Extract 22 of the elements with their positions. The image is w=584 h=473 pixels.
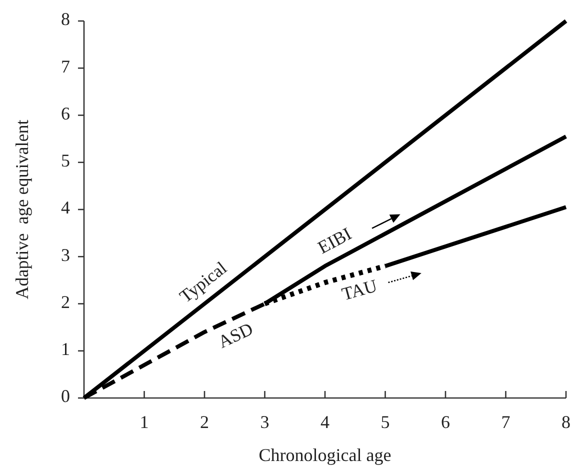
y-tick-label: 1 — [61, 339, 70, 359]
text: EIBI — [314, 223, 355, 258]
x-tick-label: 7 — [501, 412, 510, 432]
y-tick-label: 4 — [61, 198, 70, 218]
y-tick-label: 3 — [61, 244, 70, 265]
x-tick-label: 1 — [140, 412, 149, 432]
x-tick-label: 4 — [320, 412, 330, 432]
y-tick-label: 5 — [61, 150, 70, 170]
legend-label: TAU — [340, 276, 380, 304]
y-tick-label: 6 — [61, 103, 70, 124]
y-tick-label: 8 — [61, 9, 70, 30]
x-tick-label: 2 — [200, 412, 209, 432]
x-tick-label: 3 — [260, 412, 270, 432]
x-tick-label: 8 — [562, 412, 570, 432]
x-tick-label: 6 — [441, 412, 450, 432]
y-tick-label: 2 — [61, 292, 70, 312]
x-tick-label: 5 — [380, 412, 390, 432]
text: ASD — [214, 318, 256, 352]
y-axis-title: Adaptive age equivalent — [12, 120, 32, 300]
y-tick-label: 7 — [61, 56, 70, 76]
x-axis-title: Chronological age — [258, 445, 392, 465]
y-tick-label: 0 — [61, 386, 70, 406]
